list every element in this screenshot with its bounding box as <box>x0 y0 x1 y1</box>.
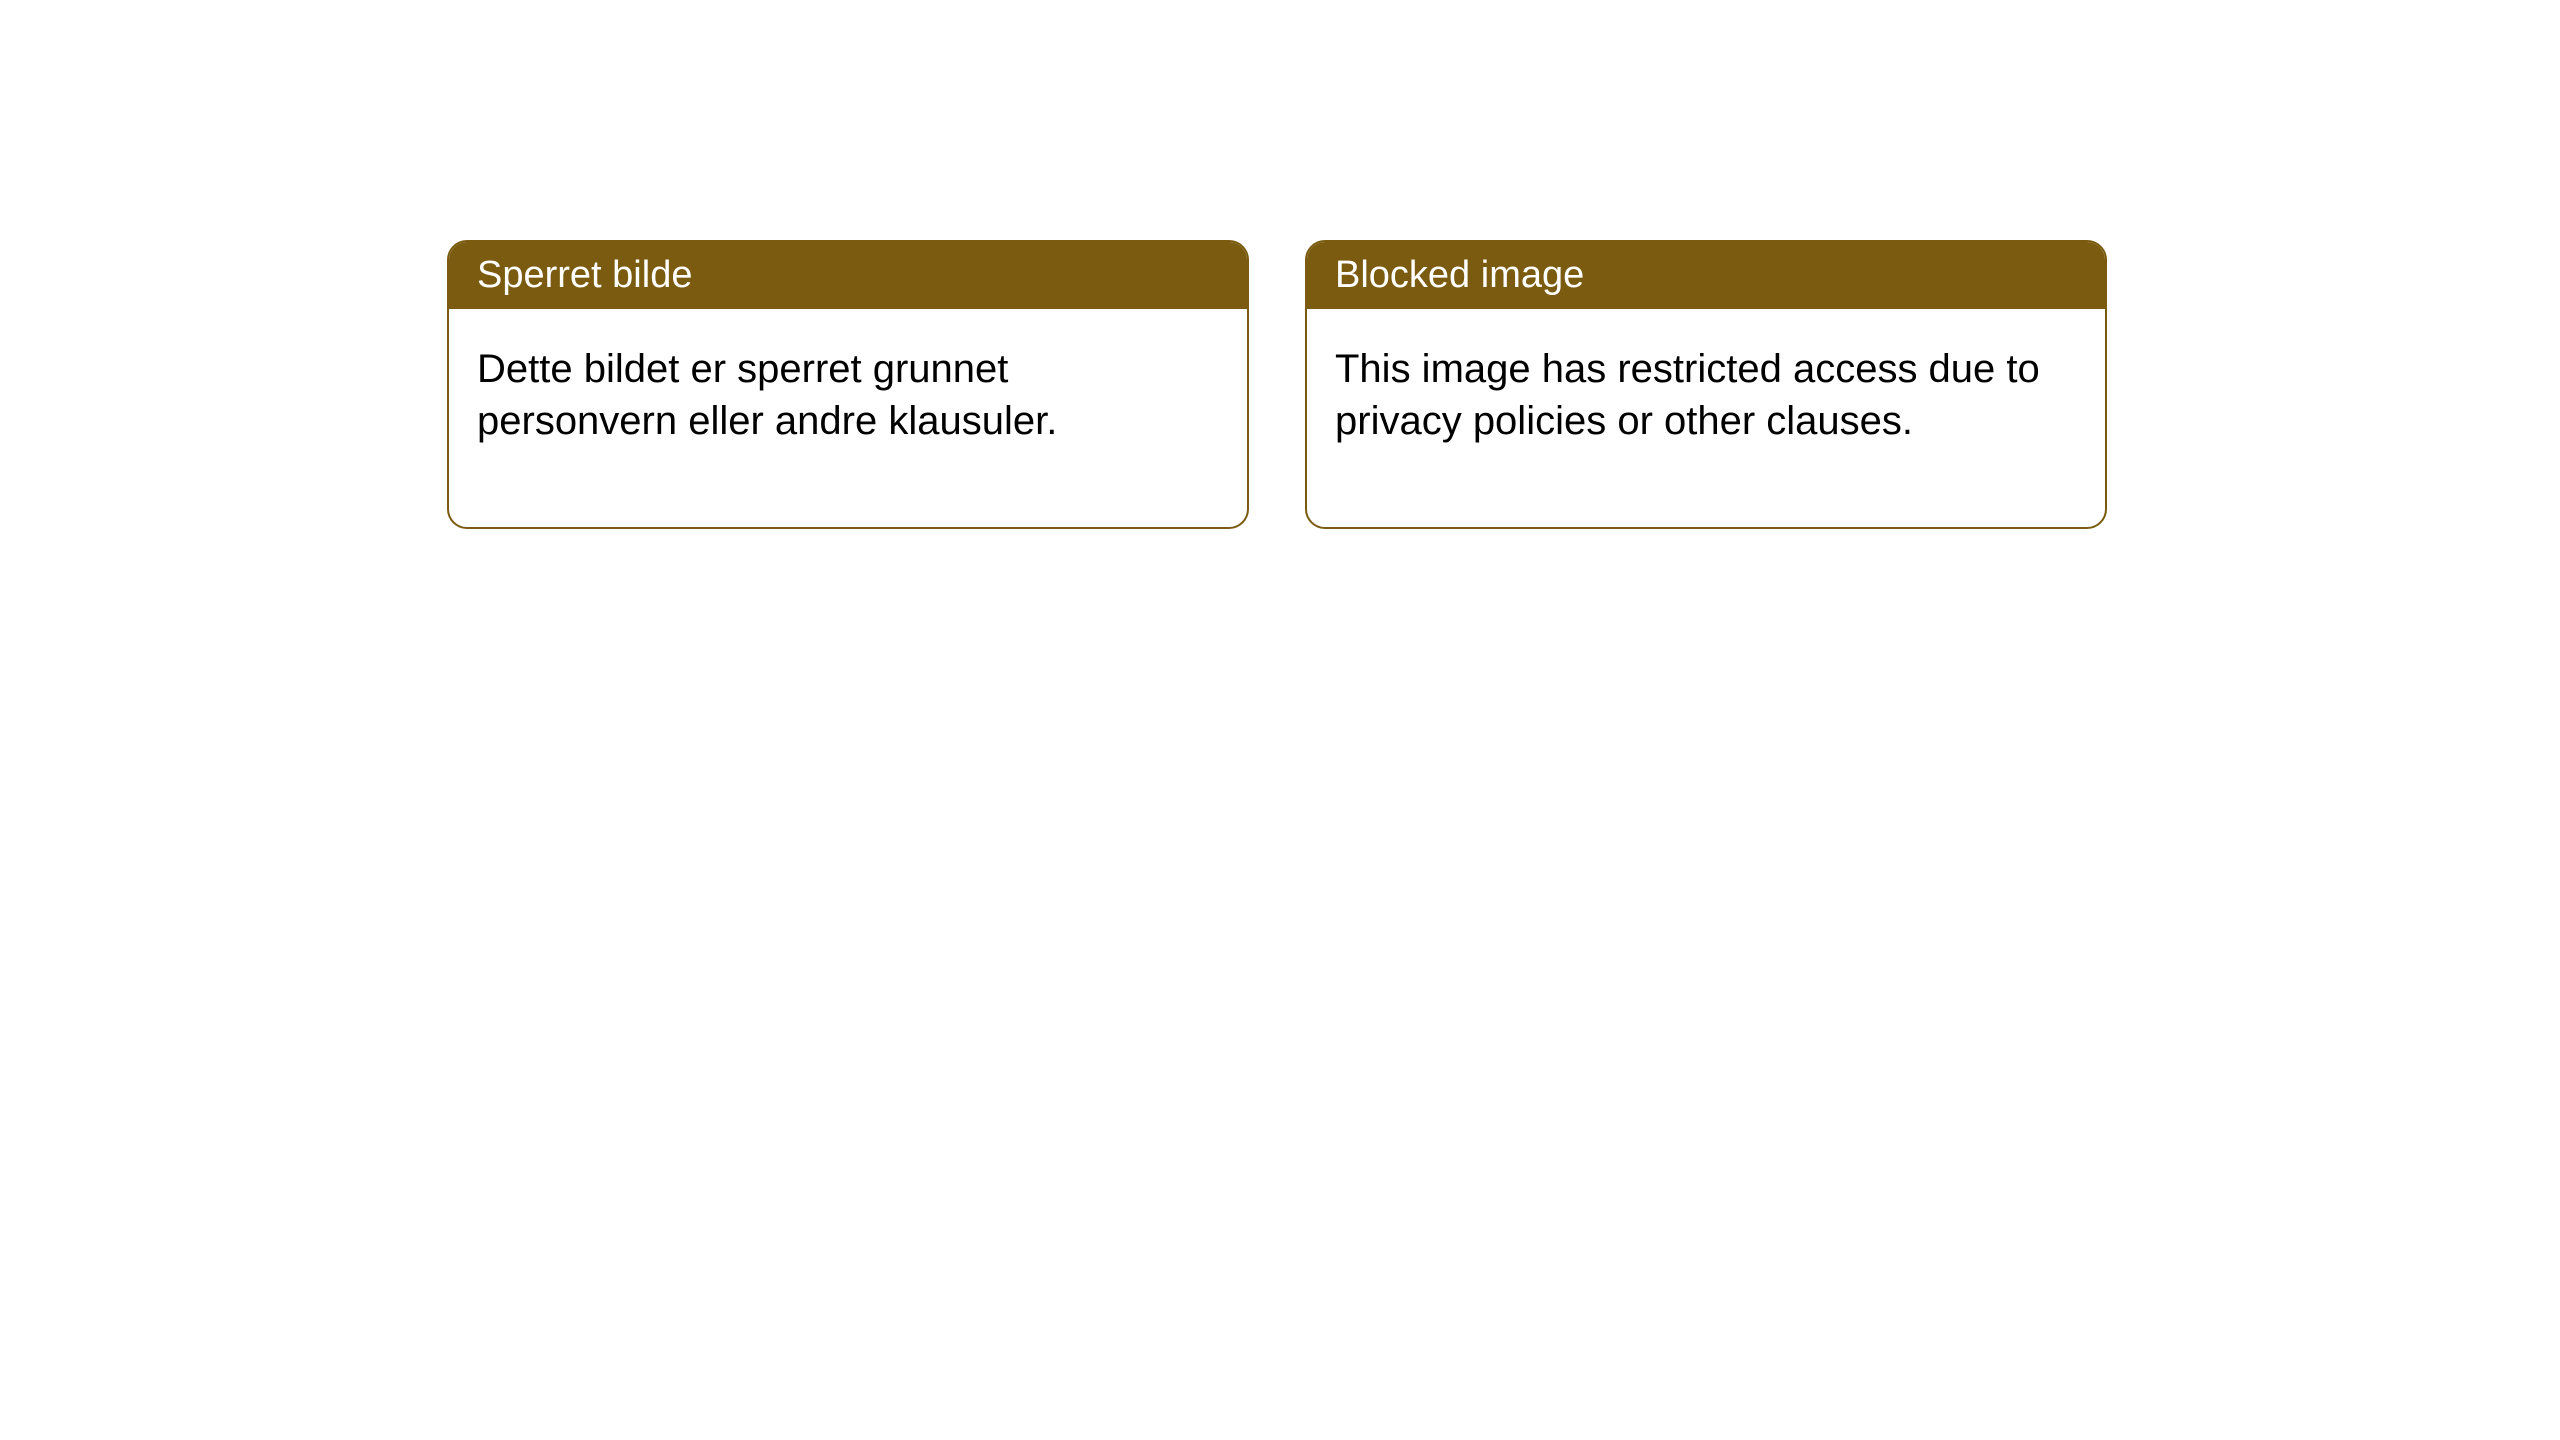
notice-card-norwegian: Sperret bilde Dette bildet er sperret gr… <box>447 240 1249 529</box>
card-body-text: Dette bildet er sperret grunnet personve… <box>477 347 1057 443</box>
card-title: Blocked image <box>1335 254 1584 296</box>
card-body: This image has restricted access due to … <box>1307 309 2105 527</box>
notice-card-english: Blocked image This image has restricted … <box>1305 240 2107 529</box>
notice-container: Sperret bilde Dette bildet er sperret gr… <box>447 240 2107 529</box>
card-header: Blocked image <box>1307 242 2105 309</box>
card-header: Sperret bilde <box>449 242 1247 309</box>
card-body-text: This image has restricted access due to … <box>1335 347 2040 443</box>
card-body: Dette bildet er sperret grunnet personve… <box>449 309 1247 527</box>
card-title: Sperret bilde <box>477 254 692 296</box>
